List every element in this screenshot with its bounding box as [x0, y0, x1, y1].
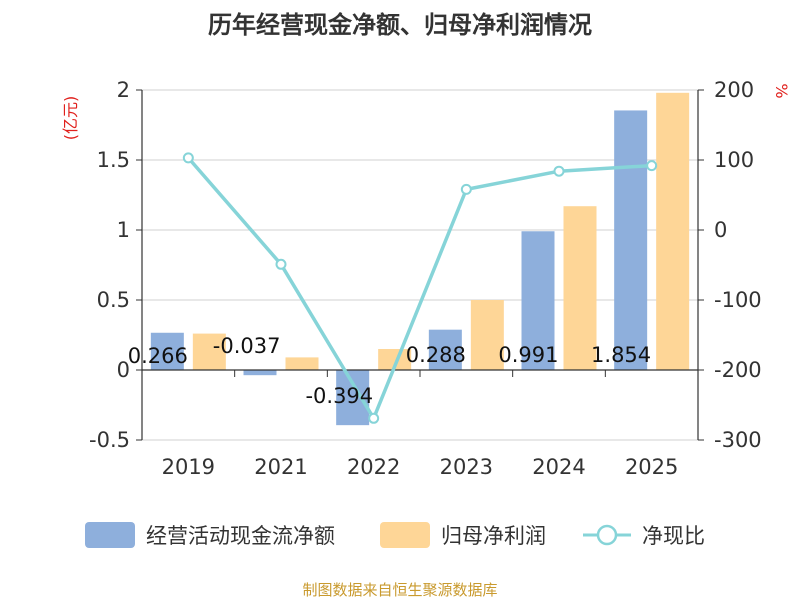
x-tick-label: 2021	[254, 455, 307, 479]
y-right-tick-label: -100	[714, 288, 762, 312]
bar-cashflow	[243, 370, 277, 376]
legend-label-cashflow: 经营活动现金流净额	[146, 524, 335, 548]
chart-title: 历年经营现金净额、归母净利润情况	[208, 11, 592, 39]
data-label-cashflow: 0.288	[406, 343, 466, 367]
x-tick-label: 2022	[347, 455, 400, 479]
ratio-point	[460, 183, 472, 195]
data-label-cashflow: 0.266	[128, 344, 188, 368]
footer-source: 制图数据来自恒生聚源数据库	[302, 581, 497, 599]
bar-cashflow	[336, 370, 370, 426]
y-right-tick-label: -300	[714, 428, 762, 452]
bar-netprofit	[470, 300, 504, 370]
ratio-point	[368, 412, 380, 424]
y-right-tick-label: -200	[714, 358, 762, 382]
y-left-tick-label: 2	[117, 78, 130, 102]
y-right-unit: %	[772, 83, 791, 98]
legend-swatch-cashflow	[85, 522, 135, 548]
y-left-tick-label: 1.5	[97, 148, 130, 172]
bar-cashflow	[521, 231, 555, 370]
y-left-unit: (亿元)	[61, 96, 80, 141]
line-series	[182, 152, 658, 424]
axes	[141, 90, 699, 440]
y-left-tick-label: 0.5	[97, 288, 130, 312]
y-right-tick-label: 0	[714, 218, 727, 242]
y-left-ticks: -0.5 0 0.5 1 1.5 2	[89, 78, 142, 452]
ratio-point	[182, 152, 194, 164]
legend-marker-ratio	[596, 524, 618, 546]
data-label-cashflow: -0.037	[213, 334, 281, 358]
bar-cashflow	[428, 329, 462, 370]
ratio-point	[553, 165, 565, 177]
bar-netprofit	[285, 357, 319, 370]
bar-netprofit	[378, 349, 412, 370]
data-labels: 0.266 -0.037 -0.394 0.288 0.991 1.854	[128, 334, 651, 408]
data-label-cashflow: 1.854	[591, 343, 651, 367]
legend: 经营活动现金流净额 归母净利润 净现比	[85, 522, 705, 548]
legend-label-netprofit: 归母净利润	[441, 524, 546, 548]
ratio-point	[646, 160, 658, 172]
bar-cashflow	[614, 110, 648, 370]
x-tick-label: 2023	[440, 455, 493, 479]
data-label-cashflow: 0.991	[498, 343, 558, 367]
data-label-cashflow: -0.394	[305, 384, 373, 408]
x-tick-label: 2019	[162, 455, 215, 479]
legend-label-ratio: 净现比	[642, 524, 705, 548]
bar-netprofit	[563, 206, 597, 370]
y-left-tick-label: -0.5	[89, 428, 130, 452]
bar-cashflow	[150, 332, 184, 370]
x-tick-label: 2024	[532, 455, 585, 479]
bars	[150, 92, 690, 426]
bar-netprofit	[192, 333, 226, 370]
x-tick-label: 2025	[625, 455, 678, 479]
bar-netprofit	[656, 92, 690, 371]
ratio-line	[187, 156, 652, 421]
y-right-tick-label: 200	[714, 78, 754, 102]
y-right-tick-label: 100	[714, 148, 754, 172]
y-right-ticks: -300 -200 -100 0 100 200	[698, 78, 762, 452]
x-ticks: 2019 2021 2022 2023 2024 2025	[162, 370, 678, 479]
y-left-tick-label: 0	[117, 358, 130, 382]
y-left-tick-label: 1	[117, 218, 130, 242]
ratio-point	[275, 258, 287, 270]
legend-swatch-netprofit	[380, 522, 430, 548]
